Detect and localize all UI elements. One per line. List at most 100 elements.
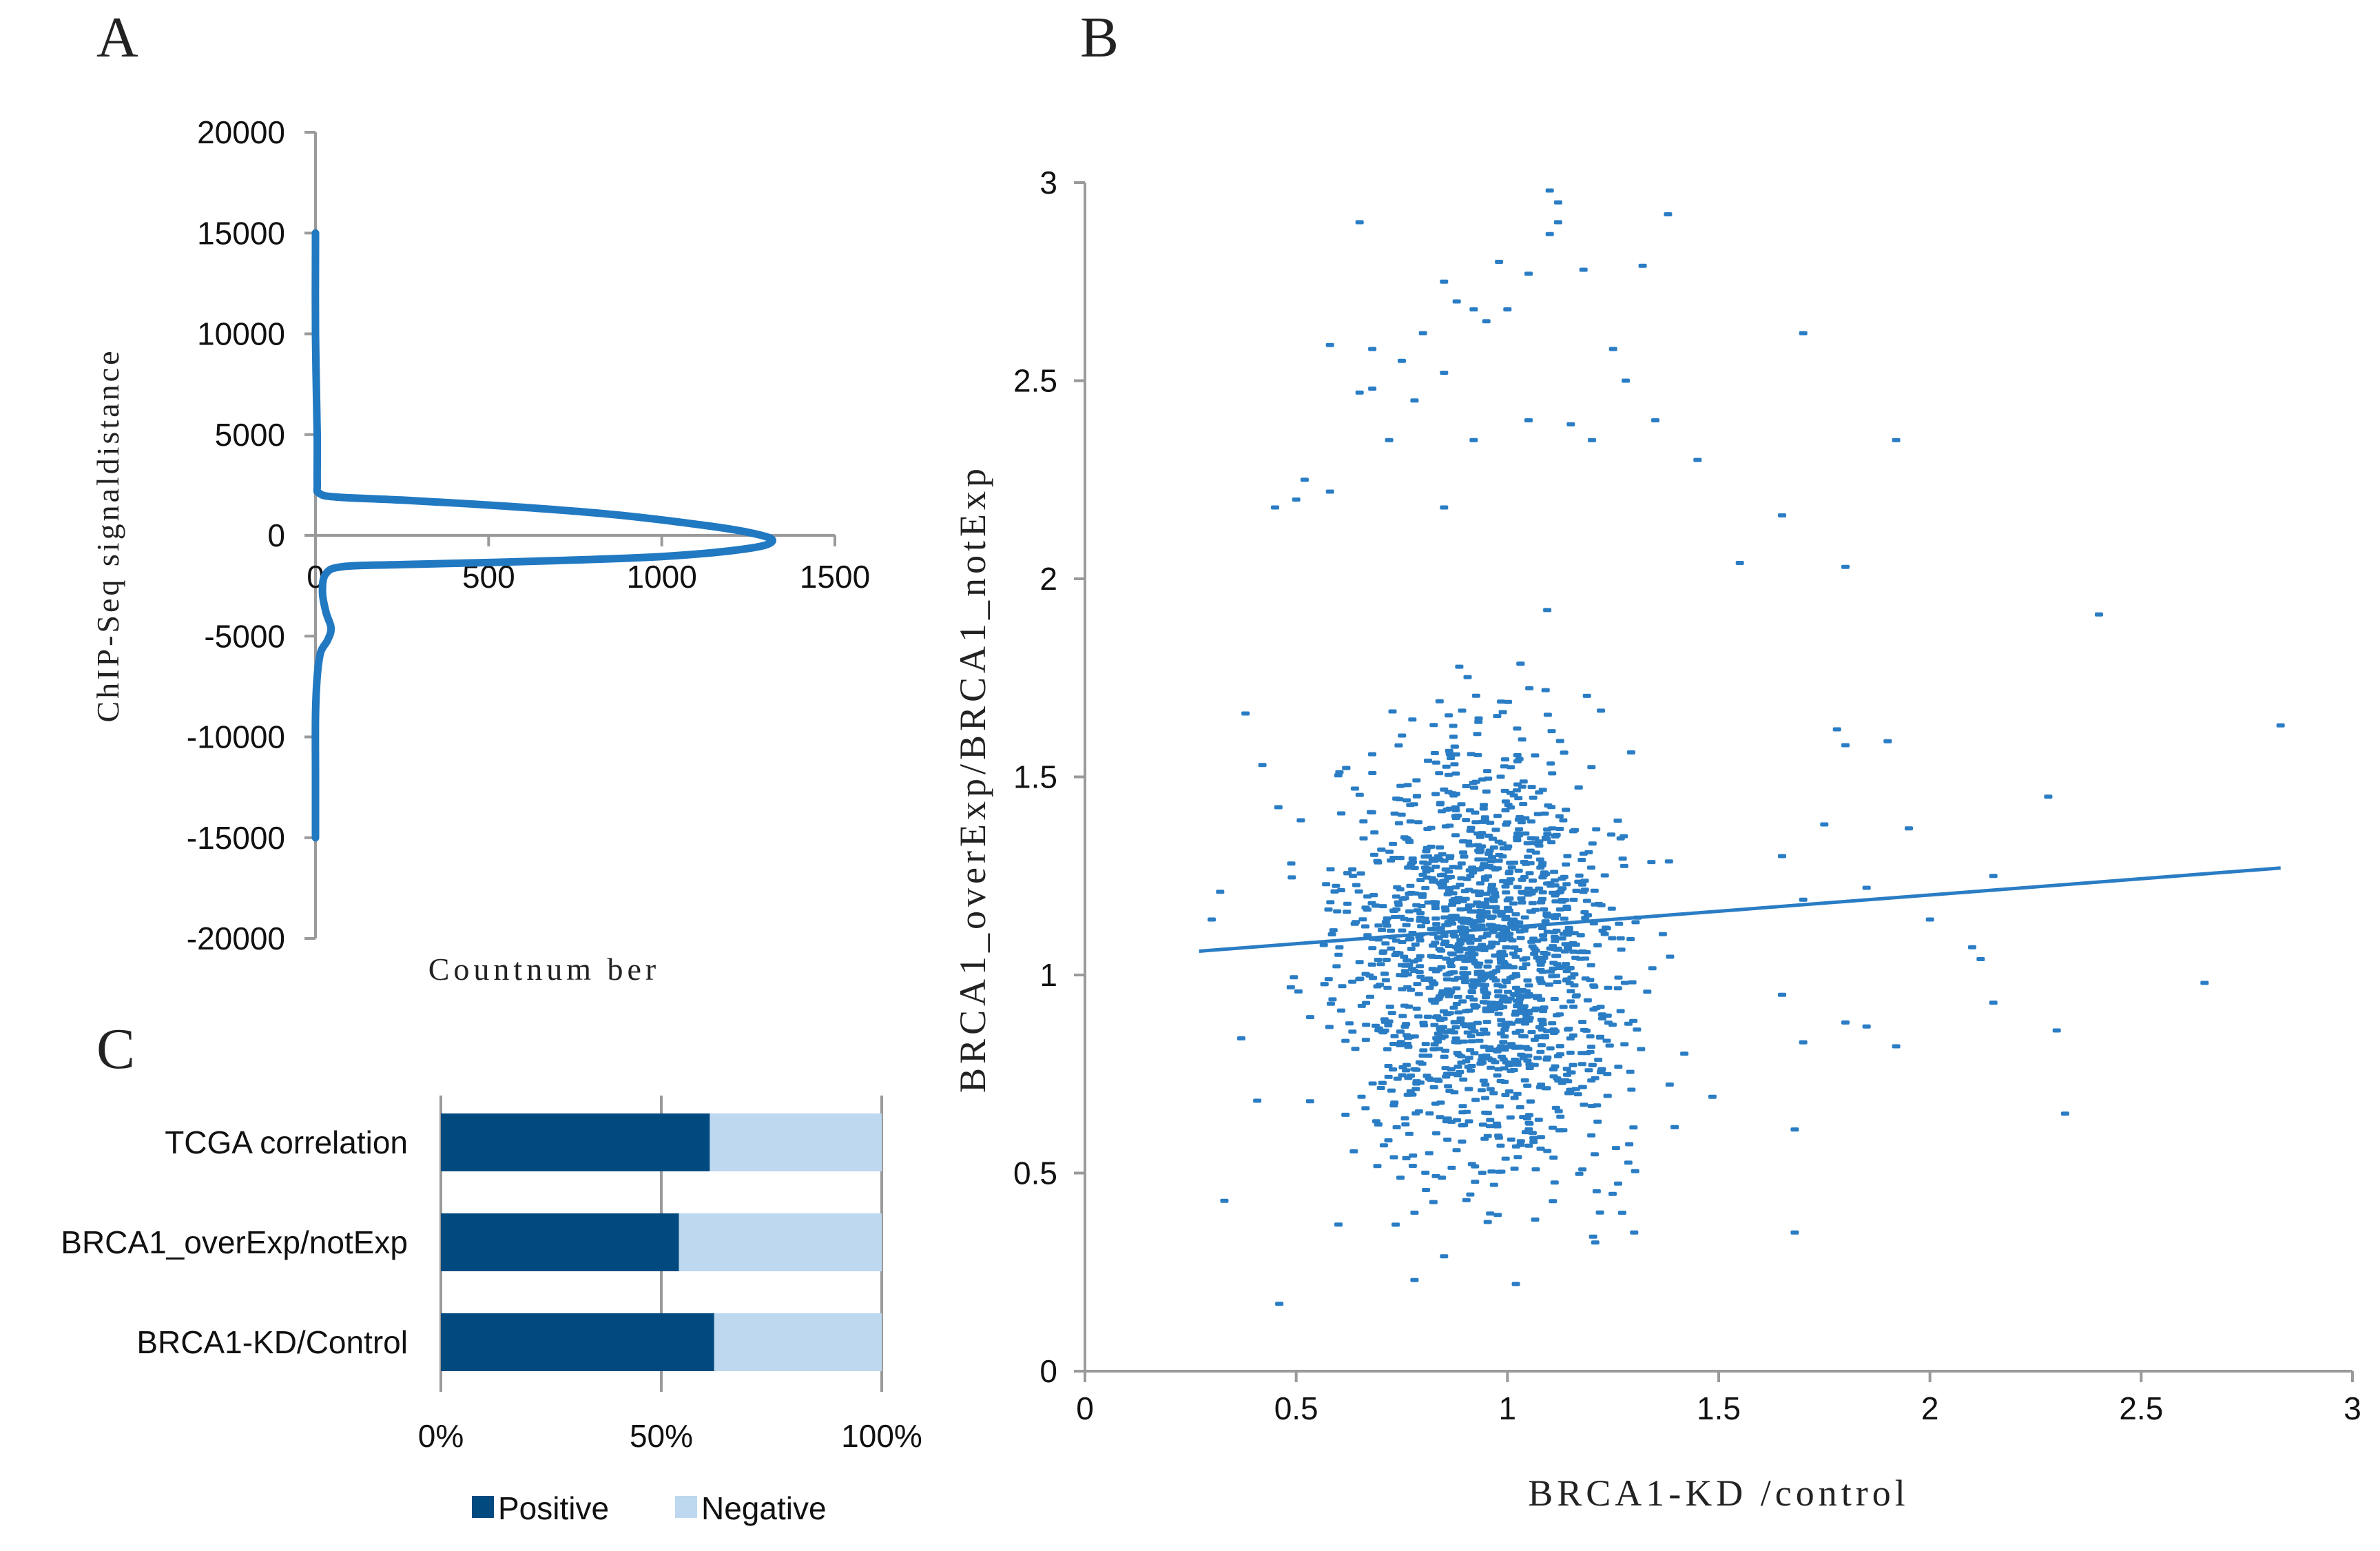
scatter-point [1537,1043,1546,1047]
scatter-point [1553,220,1562,225]
scatter-point [1419,1020,1428,1025]
scatter-point [1422,849,1431,854]
scatter-point [1327,932,1336,936]
scatter-point [1442,1119,1451,1124]
scatter-point [1421,1171,1430,1175]
scatter-point [1460,973,1469,978]
scatter-point [1511,1058,1520,1062]
scatter-point [1445,869,1453,874]
scatter-point [1441,1048,1450,1053]
scatter-point [1392,1125,1401,1129]
scatter-point [1491,978,1500,983]
scatter-point [1551,954,1560,958]
scatter-point [1408,1164,1417,1168]
scatter-point [1593,1119,1602,1124]
panel-b-chart: 0 0.5 1 1.5 2 2.5 3 0 0.5 1 1.5 2 2.5 3 BRCA1-KD /con… [952,165,2361,1514]
scatter-point [1473,752,1482,757]
scatter-point [1462,1198,1471,1202]
scatter-point [1464,907,1472,912]
panel-label-c: C [96,1017,135,1081]
scatter-point [1539,933,1548,938]
scatter-point [1535,857,1544,862]
scatter-point [1989,1000,1998,1005]
scatter-point [1562,808,1571,812]
scatter-point [1504,881,1513,885]
panel-b-x-tick-label: 1 [1499,1390,1517,1426]
scatter-point [1396,1040,1405,1045]
scatter-point [1513,835,1522,840]
scatter-point [1480,1027,1489,1032]
scatter-point [1253,1098,1262,1103]
scatter-point [1398,358,1406,363]
scatter-point [1363,933,1372,938]
scatter-point [1451,1040,1460,1045]
scatter-point [1550,997,1559,1001]
panel-c-x-tick-label: 50% [630,1418,693,1454]
scatter-point [1513,782,1522,787]
scatter-point [1587,1045,1595,1049]
scatter-point [1549,1199,1558,1204]
scatter-point [1431,903,1440,907]
scatter-point [1576,949,1584,954]
scatter-point [1658,932,1667,936]
scatter-point [1516,1139,1525,1144]
scatter-point [1398,733,1407,738]
scatter-point [1408,856,1417,861]
scatter-point [1335,945,1344,949]
scatter-point [1452,945,1460,949]
scatter-point [1377,848,1386,852]
scatter-point [1494,989,1502,994]
scatter-point [1547,729,1556,734]
scatter-point [1535,1025,1544,1029]
scatter-point [1369,852,1378,857]
scatter-point [1483,1111,1492,1116]
scatter-point [1452,986,1461,991]
scatter-point [1575,1171,1584,1176]
scatter-point [1441,824,1450,829]
scatter-point [1405,909,1414,914]
scatter-point [1494,1011,1503,1016]
scatter-point [1471,1098,1480,1102]
scatter-point [1487,1065,1496,1070]
scatter-point [1494,910,1503,914]
scatter-point [1457,861,1466,866]
scatter-point [1422,1074,1431,1078]
scatter-point [1437,882,1446,887]
scatter-point [1413,794,1421,799]
scatter-point [1436,927,1445,932]
scatter-point [1387,1011,1396,1016]
scatter-point [1708,1094,1717,1099]
panel-b-x-tick-label: 0.5 [1274,1390,1318,1426]
scatter-point [1406,1089,1415,1093]
scatter-point [1503,846,1512,851]
scatter-point [1325,1025,1334,1029]
panel-a-y-tick-label: 10000 [197,316,285,352]
scatter-point [1543,608,1552,613]
scatter-point [1438,992,1447,996]
scatter-point [1358,917,1367,922]
scatter-point [2095,612,2103,617]
scatter-point [1462,784,1471,788]
panel-c-category-label: BRCA1-KD/Control [136,1324,408,1360]
scatter-point [1430,751,1439,755]
scatter-point [1620,1042,1629,1047]
scatter-point [1383,985,1392,990]
scatter-point [1504,1045,1513,1049]
scatter-point [1578,1020,1587,1025]
scatter-point [1465,1119,1473,1124]
scatter-point [1405,1131,1414,1136]
scatter-point [1479,806,1488,811]
scatter-point [1451,1036,1460,1041]
scatter-point [1400,1003,1409,1008]
scatter-point [1292,497,1301,502]
scatter-point [1484,959,1493,964]
scatter-point [1489,1182,1498,1187]
scatter-point [1381,920,1390,925]
scatter-point [1594,1058,1603,1062]
scatter-point [1552,928,1561,933]
scatter-point [1350,921,1359,926]
scatter-point [1535,1085,1544,1089]
scatter-point [1476,904,1484,908]
panel-a-curve [311,229,776,842]
scatter-point [1799,1040,1808,1045]
